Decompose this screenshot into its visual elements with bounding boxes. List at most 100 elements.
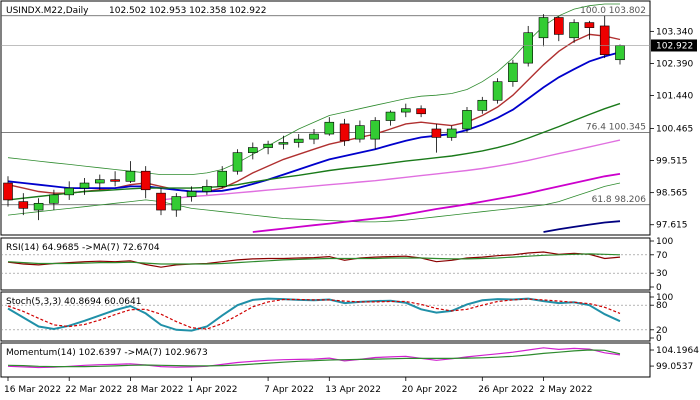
candle-bull: [523, 32, 534, 64]
price-title: USINDX.M22,Daily: [6, 6, 89, 16]
candle-bear: [431, 128, 442, 138]
candle-bear: [553, 17, 564, 35]
rsi-panel-frame: [0, 237, 651, 291]
time-tick-label: 7 Apr 2022: [264, 385, 314, 395]
candle-bull: [232, 152, 243, 172]
time-tick-label: 20 Apr 2022: [402, 385, 458, 395]
time-tick-label: 26 Apr 2022: [478, 385, 534, 395]
price-axis: 103.340 102.390 101.440 100.465 99.515 98.565…: [650, 27, 693, 231]
candle-bull: [309, 133, 319, 140]
stoch-title: Stoch(5,3,3) 40.8694 60.0641: [6, 297, 141, 307]
axis-tick-label: 0: [656, 334, 662, 344]
bollinger-lower-line: [7, 182, 621, 223]
axis-tick-label: 70: [656, 251, 668, 261]
price-tick-label: 101.440: [656, 92, 693, 102]
candle-bear: [110, 179, 120, 182]
candle-bull: [446, 128, 457, 138]
rsi-plot: [1, 251, 650, 274]
rsi-panel: 100 70 30 0 RSI(14) 64.9685 ->MA(7) 72.6704: [0, 237, 673, 293]
candle-bull: [462, 110, 472, 130]
current-price-label: 102.922: [656, 41, 693, 51]
fib-label: 61.8 98.206: [592, 195, 647, 205]
rsi-title: RSI(14) 64.9685 ->MA(7) 72.6704: [6, 243, 160, 253]
candle-bull: [171, 196, 182, 211]
candle-bull: [217, 170, 227, 187]
candle-bull: [385, 111, 396, 121]
price-tick-label: 98.565: [656, 189, 688, 199]
price-tick-label: 103.340: [656, 27, 693, 37]
candle-bull: [79, 182, 90, 189]
candle-bull: [400, 108, 411, 113]
stoch-plot: [1, 297, 650, 332]
candle-bull: [248, 147, 258, 153]
candle-bear: [416, 108, 426, 115]
time-tick-label: 28 Mar 2022: [126, 385, 183, 395]
candle-bull: [477, 99, 488, 111]
moving-average-line-2: [7, 51, 621, 193]
candle-bull: [125, 170, 136, 182]
candle-bull: [263, 143, 273, 148]
price-panel-frame: [0, 0, 651, 236]
fib-label: 76.4 100.345: [586, 123, 646, 133]
momentum-plot: [7, 347, 621, 369]
price-tick-label: 100.465: [656, 124, 693, 134]
momentum-title: Momentum(14) 102.6397 ->MA(7) 102.9673: [6, 348, 208, 358]
indicator-line-2: [7, 253, 621, 265]
candle-bull: [615, 45, 625, 61]
candle-bull: [492, 81, 503, 101]
price-panel: 100.0 103.802 76.4 100.345 61.8 98.206 103…: [0, 0, 697, 236]
candle-bull: [324, 121, 335, 135]
candle-bull: [49, 194, 59, 204]
moving-average-line-5: [252, 173, 621, 233]
time-tick-label: 1 Apr 2022: [188, 385, 238, 395]
axis-tick-label: 20: [656, 326, 668, 336]
axis-tick-label: 0: [656, 283, 662, 293]
axis-tick-label: 104.1964: [656, 346, 699, 356]
current-price-box: [651, 39, 697, 52]
time-tick-label: 22 Mar 2022: [65, 385, 122, 395]
indicator-line-1: [7, 347, 621, 369]
time-tick-label: 13 Apr 2022: [325, 385, 381, 395]
candle-bull: [202, 186, 212, 192]
candle-bull: [538, 17, 549, 39]
candle-bear: [584, 22, 595, 28]
candle-bull: [508, 62, 518, 82]
indicator-line-2: [7, 349, 621, 368]
bollinger-upper-line: [7, 3, 620, 175]
candle-bull: [293, 138, 304, 143]
price-tick-label: 102.390: [656, 59, 693, 69]
price-tick-label: 99.515: [656, 157, 688, 167]
candle-bull: [33, 202, 44, 211]
axis-tick-label: 100: [656, 237, 673, 247]
candle-bear: [3, 182, 13, 201]
axis-tick-label: 80: [656, 301, 668, 311]
candle-bull: [278, 142, 289, 145]
candle-bull: [95, 179, 105, 184]
candle-bear: [156, 192, 166, 211]
candle-bear: [599, 25, 610, 55]
momentum-panel: 104.1964 99.0537 Momentum(14) 102.6397 ->…: [0, 342, 699, 378]
candle-bear: [140, 170, 151, 191]
price-tick-label: 97.615: [656, 221, 688, 231]
candle-bull: [370, 120, 381, 140]
candle-bull: [64, 187, 74, 196]
moving-average-line-3: [7, 102, 621, 201]
axis-tick-label: 30: [656, 269, 668, 279]
indicator-line-2: [7, 298, 621, 330]
moving-average-line-6: [543, 220, 621, 233]
moving-averages: [7, 33, 621, 233]
candle-bull: [569, 22, 579, 39]
candle-bull: [186, 191, 197, 197]
price-ohlc: 102.502 102.953 102.358 102.922: [109, 6, 266, 16]
axis-tick-label: 99.0537: [656, 362, 693, 372]
fib-label: 100.0 103.802: [580, 6, 646, 16]
candle-bear: [18, 201, 29, 209]
time-axis: 16 Mar 2022 22 Mar 2022 28 Mar 2022 1 Apr 2…: [4, 377, 592, 395]
moving-average-line-4: [160, 139, 621, 201]
rsi-axis: 100 70 30 0: [650, 237, 673, 293]
bollinger-bands: [7, 3, 621, 223]
momentum-axis: 104.1964 99.0537: [650, 346, 699, 372]
